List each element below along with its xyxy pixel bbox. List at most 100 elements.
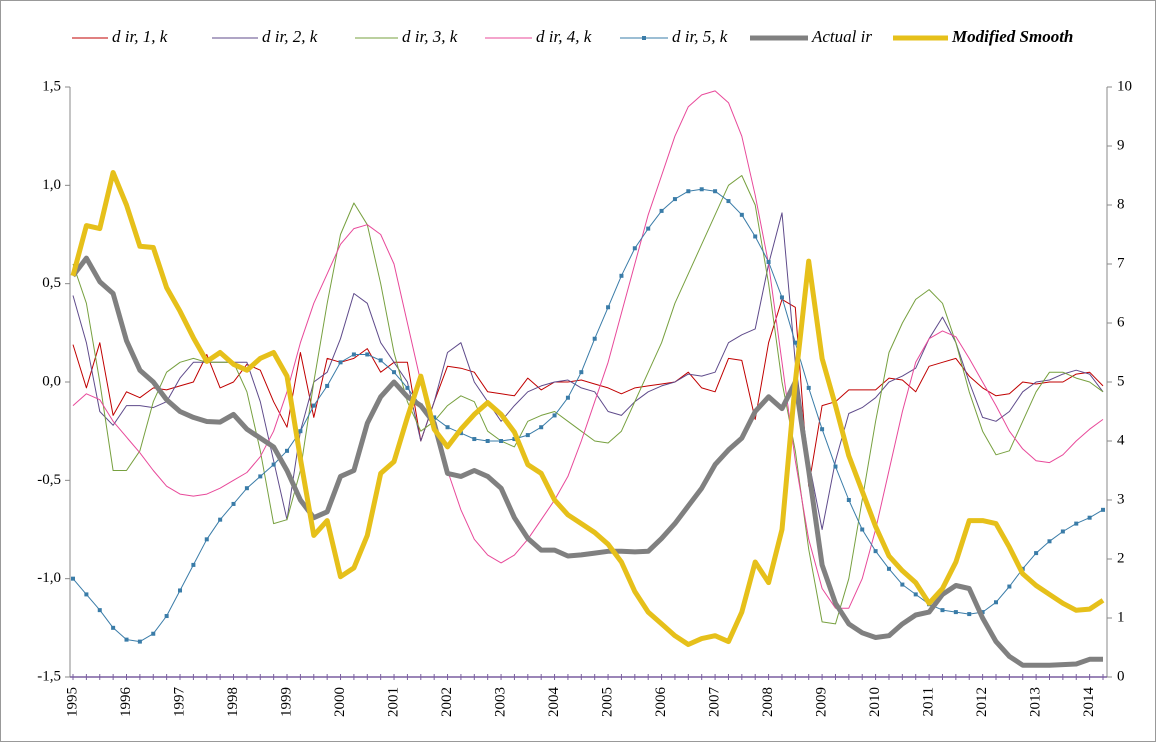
- x-tick-label: 2011: [921, 687, 937, 716]
- point-marker: [646, 226, 651, 231]
- point-marker: [111, 625, 116, 630]
- point-marker: [365, 352, 370, 357]
- x-tick-label: 1998: [225, 687, 241, 717]
- point-marker: [953, 610, 958, 615]
- point-marker: [993, 600, 998, 605]
- point-marker: [659, 208, 664, 213]
- y2-tick-label: 4: [1117, 432, 1125, 448]
- y2-tick-label: 5: [1117, 373, 1125, 389]
- y2-tick-label: 8: [1117, 196, 1125, 212]
- x-tick-label: 2007: [707, 687, 723, 718]
- point-marker: [820, 427, 825, 432]
- point-marker: [231, 501, 236, 506]
- point-marker: [672, 197, 677, 202]
- point-marker: [873, 549, 878, 554]
- point-marker: [967, 612, 972, 617]
- point-marker: [539, 425, 544, 430]
- point-marker: [472, 437, 477, 442]
- point-marker: [244, 486, 249, 491]
- point-marker: [940, 608, 945, 613]
- series-line: [71, 255, 1103, 668]
- point-marker: [392, 370, 397, 375]
- point-marker: [632, 246, 637, 251]
- x-tick-label: 2005: [600, 687, 616, 717]
- point-marker: [1060, 529, 1065, 534]
- x-tick-label: 1995: [64, 687, 80, 717]
- legend-label: d ir, 3, k: [402, 27, 458, 46]
- point-marker: [271, 462, 276, 467]
- point-marker: [1101, 507, 1105, 512]
- point-marker: [84, 592, 89, 597]
- series-line: [72, 212, 1104, 530]
- point-marker: [525, 433, 530, 438]
- point-marker: [686, 189, 691, 194]
- x-tick-label: 2012: [974, 687, 990, 717]
- point-marker: [191, 562, 196, 567]
- x-tick-label: 1996: [118, 687, 134, 718]
- legend-label: d ir, 4, k: [536, 27, 592, 46]
- y2-tick-label: 10: [1117, 78, 1132, 94]
- y2-tick-label: 1: [1117, 609, 1125, 625]
- x-tick-label: 2000: [332, 687, 348, 717]
- point-marker: [258, 474, 263, 479]
- point-marker: [405, 385, 410, 390]
- point-marker: [285, 448, 290, 453]
- y2-tick-label: 6: [1117, 314, 1125, 330]
- point-marker: [311, 403, 316, 408]
- point-marker: [833, 464, 838, 469]
- point-marker: [565, 395, 570, 400]
- y-tick-label: 1,0: [42, 177, 61, 193]
- x-tick-label: 1997: [171, 687, 187, 718]
- x-tick-label: 1999: [278, 687, 294, 717]
- legend-label: Actual ir: [811, 27, 872, 46]
- point-marker: [766, 260, 771, 265]
- y-tick-label: -1,0: [37, 570, 61, 586]
- point-marker: [1047, 539, 1052, 544]
- point-marker: [739, 212, 744, 217]
- point-marker: [793, 340, 798, 345]
- point-marker: [1074, 521, 1079, 526]
- point-marker: [218, 517, 223, 522]
- point-marker: [499, 439, 504, 443]
- legend-label: d ir, 5, k: [672, 27, 728, 46]
- point-marker: [900, 582, 905, 587]
- point-marker: [579, 370, 584, 375]
- series-line: [72, 90, 1104, 609]
- legend-label: d ir, 2, k: [262, 27, 318, 46]
- point-marker: [378, 358, 383, 363]
- point-marker: [97, 608, 102, 613]
- point-marker: [860, 527, 865, 532]
- point-marker: [325, 383, 330, 388]
- point-marker: [619, 273, 624, 278]
- point-marker: [445, 425, 450, 430]
- x-tick-label: 2010: [867, 687, 883, 717]
- point-marker: [137, 639, 142, 644]
- x-tick-label: 2001: [385, 687, 401, 717]
- y-tick-label: -0,5: [37, 472, 61, 488]
- legend-label: Modified Smooth: [951, 27, 1073, 46]
- legend-label: d ir, 1, k: [112, 27, 168, 46]
- point-marker: [164, 614, 169, 619]
- point-marker: [204, 537, 209, 542]
- point-marker: [779, 295, 784, 300]
- point-marker: [886, 566, 891, 571]
- point-marker: [1034, 551, 1039, 556]
- point-marker: [699, 187, 704, 192]
- point-marker: [1007, 584, 1012, 589]
- point-marker: [726, 199, 731, 204]
- series-line: [72, 175, 1104, 625]
- x-tick-label: 2003: [492, 687, 508, 717]
- point-marker: [606, 305, 611, 310]
- x-tick-label: 2009: [814, 687, 830, 717]
- y-tick-label: 1,5: [42, 78, 61, 94]
- y-tick-label: -1,5: [37, 668, 61, 684]
- x-tick-label: 2014: [1081, 687, 1097, 718]
- point-marker: [592, 336, 597, 341]
- x-tick-label: 2002: [439, 687, 455, 717]
- point-marker: [151, 631, 156, 636]
- point-marker: [298, 429, 303, 434]
- series-line: [70, 170, 1105, 647]
